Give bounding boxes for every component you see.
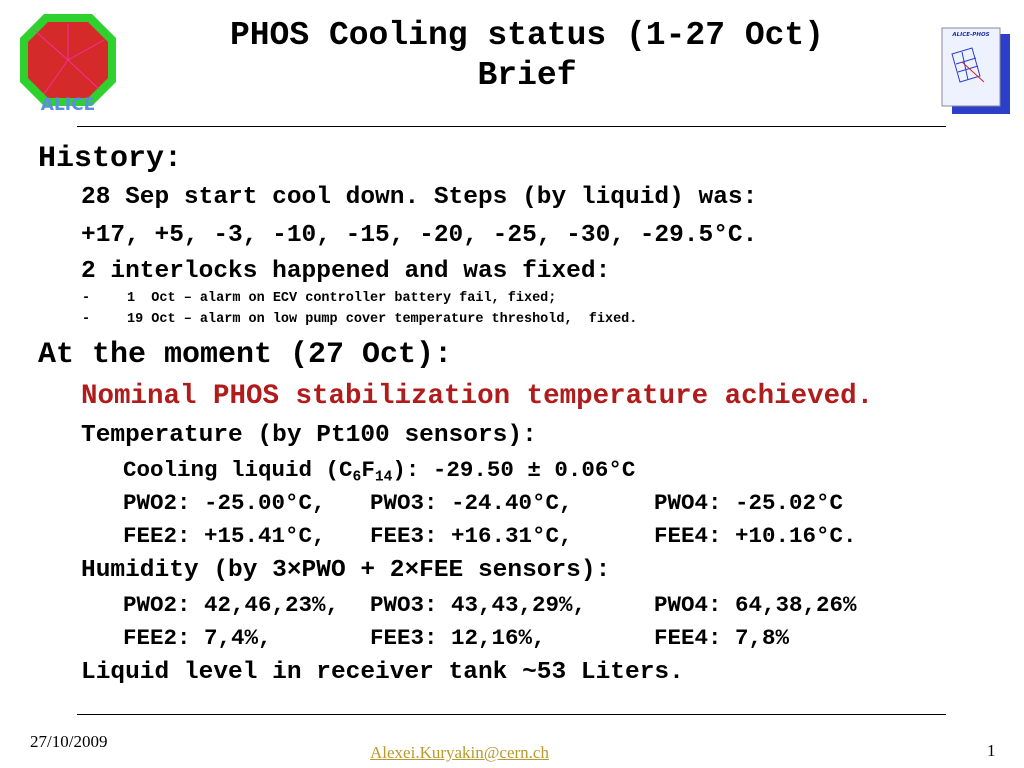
cell: FEE4: +10.16°C.: [654, 523, 857, 549]
subscript: 14: [374, 469, 393, 486]
cell: FEE2: +15.41°C,: [123, 523, 326, 549]
rule: [77, 714, 946, 715]
logo-text: ALICE: [41, 95, 95, 114]
title: PHOS Cooling status (1-27 Oct): [229, 17, 825, 54]
bullet-text: 19 Oct – alarm on low pump cover tempera…: [127, 312, 638, 327]
text-line: 2 interlocks happened and was fixed:: [81, 258, 611, 285]
phos-logo: ALICE-PHOS: [941, 27, 1010, 114]
text-line: 28 Sep start cool down. Steps (by liquid…: [81, 184, 758, 211]
cell: FEE3: 12,16%,: [370, 625, 546, 651]
section-heading: History:: [38, 142, 183, 176]
highlight: Nominal PHOS stabilization temperature a…: [81, 381, 874, 412]
alice-logo: ALICE: [20, 14, 116, 114]
text-line: Temperature (by Pt100 sensors):: [81, 422, 537, 449]
cell: PWO2: -25.00°C,: [123, 490, 326, 516]
text-line: Cooling liquid (C6F14): -29.50 ± 0.06°C: [123, 459, 635, 485]
bullet: -: [82, 291, 91, 306]
cell: PWO3: 43,43,29%,: [370, 592, 587, 618]
rule: [77, 126, 946, 127]
cell: PWO4: -25.02°C: [654, 490, 844, 516]
cell: PWO4: 64,38,26%: [654, 592, 857, 618]
title: Brief: [477, 57, 577, 94]
section-heading: At the moment (27 Oct):: [38, 338, 453, 372]
cell: PWO3: -24.40°C,: [370, 490, 573, 516]
bullet-text: 1 Oct – alarm on ECV controller battery …: [127, 291, 557, 306]
text-line: Liquid level in receiver tank ~53 Liters…: [81, 659, 684, 686]
bullet: -: [82, 312, 91, 327]
cell: FEE4: 7,8%: [654, 625, 790, 651]
cell: PWO2: 42,46,23%,: [123, 592, 340, 618]
text: ): -29.50 ± 0.06°C: [392, 457, 636, 483]
text-line: +17, +5, -3, -10, -15, -20, -25, -30, -2…: [81, 222, 758, 249]
footer-author[interactable]: Alexei.Kuryakin@cern.ch: [370, 743, 549, 762]
cell: FEE3: +16.31°C,: [370, 523, 573, 549]
cell: FEE2: 7,4%,: [123, 625, 272, 651]
text-line: Humidity (by 3×PWO + 2×FEE sensors):: [81, 557, 611, 584]
text: F: [361, 457, 375, 483]
page-number: 1: [987, 741, 996, 760]
footer-date: 27/10/2009: [30, 732, 108, 751]
text: Cooling liquid (C: [123, 457, 353, 483]
logo-text: ALICE-PHOS: [951, 32, 989, 38]
subscript: 6: [352, 469, 362, 486]
